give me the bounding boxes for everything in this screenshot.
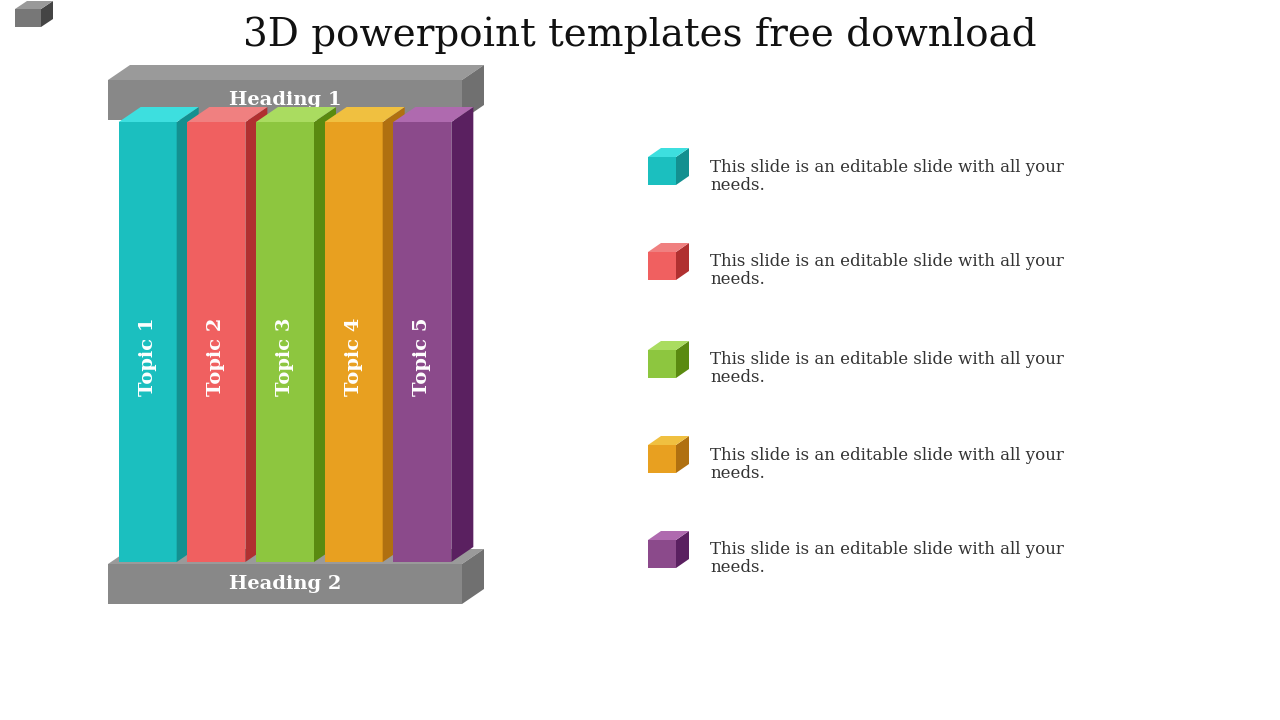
Polygon shape	[648, 540, 676, 568]
Polygon shape	[246, 107, 268, 562]
Text: Topic 5: Topic 5	[413, 318, 431, 396]
Polygon shape	[648, 157, 676, 185]
Polygon shape	[462, 65, 484, 120]
Polygon shape	[256, 122, 314, 562]
Text: Topic 3: Topic 3	[276, 318, 294, 396]
Polygon shape	[187, 107, 268, 122]
Text: This slide is an editable slide with all your: This slide is an editable slide with all…	[710, 158, 1064, 176]
Polygon shape	[676, 243, 689, 280]
Polygon shape	[648, 350, 676, 378]
Polygon shape	[15, 9, 41, 27]
Polygon shape	[393, 122, 452, 562]
Polygon shape	[119, 122, 177, 562]
Polygon shape	[676, 341, 689, 378]
Polygon shape	[648, 531, 689, 540]
Polygon shape	[393, 107, 474, 122]
Text: Heading 2: Heading 2	[229, 575, 342, 593]
Polygon shape	[676, 436, 689, 473]
Polygon shape	[15, 1, 52, 9]
Polygon shape	[108, 65, 484, 80]
Text: This slide is an editable slide with all your: This slide is an editable slide with all…	[710, 446, 1064, 464]
Polygon shape	[177, 107, 198, 562]
Polygon shape	[676, 148, 689, 185]
Polygon shape	[648, 445, 676, 473]
Text: This slide is an editable slide with all your: This slide is an editable slide with all…	[710, 253, 1064, 271]
Text: Topic 2: Topic 2	[207, 318, 225, 396]
Polygon shape	[648, 341, 689, 350]
Polygon shape	[108, 564, 462, 604]
Polygon shape	[648, 252, 676, 280]
Polygon shape	[648, 148, 689, 157]
Polygon shape	[119, 107, 198, 122]
Polygon shape	[108, 80, 462, 120]
Text: needs.: needs.	[710, 559, 764, 577]
Text: needs.: needs.	[710, 271, 764, 289]
Text: Topic 1: Topic 1	[138, 318, 156, 396]
Text: needs.: needs.	[710, 176, 764, 194]
Text: This slide is an editable slide with all your: This slide is an editable slide with all…	[710, 351, 1064, 369]
Text: needs.: needs.	[710, 464, 764, 482]
Polygon shape	[325, 107, 404, 122]
Polygon shape	[452, 107, 474, 562]
Polygon shape	[648, 436, 689, 445]
Polygon shape	[383, 107, 404, 562]
Polygon shape	[676, 531, 689, 568]
Polygon shape	[108, 549, 484, 564]
Polygon shape	[187, 122, 246, 562]
Text: Topic 4: Topic 4	[344, 318, 362, 396]
Polygon shape	[41, 1, 52, 27]
Text: needs.: needs.	[710, 369, 764, 387]
Polygon shape	[648, 243, 689, 252]
Text: 3D powerpoint templates free download: 3D powerpoint templates free download	[243, 17, 1037, 54]
Polygon shape	[462, 549, 484, 604]
Text: Heading 1: Heading 1	[229, 91, 342, 109]
Text: This slide is an editable slide with all your: This slide is an editable slide with all…	[710, 541, 1064, 559]
Polygon shape	[256, 107, 335, 122]
Polygon shape	[325, 122, 383, 562]
Polygon shape	[314, 107, 335, 562]
